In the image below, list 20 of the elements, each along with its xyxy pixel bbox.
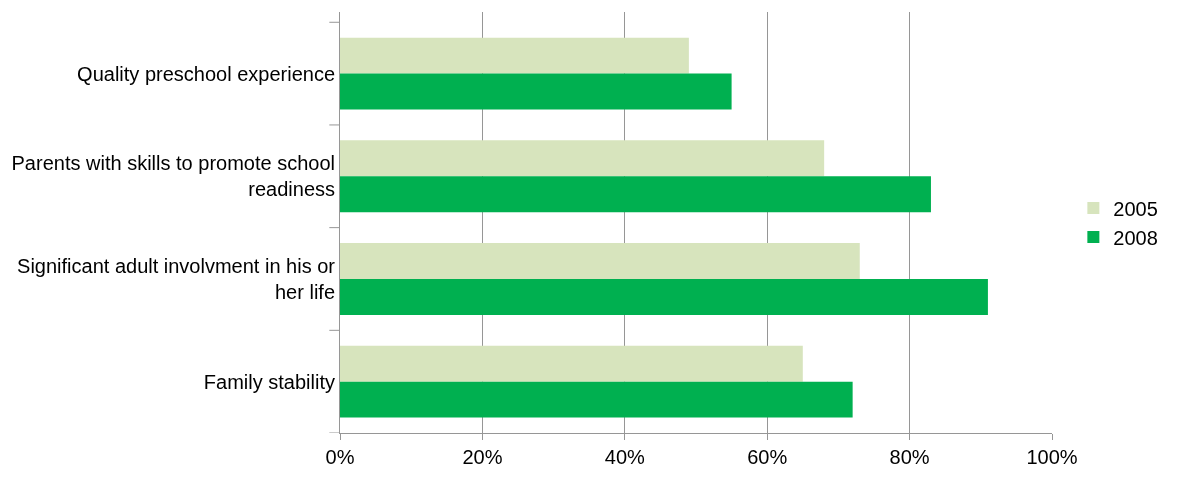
bar (340, 73, 732, 110)
bar (340, 381, 853, 418)
bar (340, 37, 689, 74)
y-tick-label: Quality preschool experience (77, 62, 335, 85)
x-tick-label: 0% (325, 446, 355, 468)
bar (340, 140, 825, 177)
legend-label: 2008 (1113, 226, 1158, 249)
bar (340, 345, 803, 382)
bar (340, 176, 931, 213)
x-tick-label: 60% (747, 446, 788, 468)
x-tick-label: 40% (604, 446, 646, 468)
bar (340, 278, 988, 315)
x-tick-label: 80% (889, 446, 930, 468)
y-tick-label: Family stability (203, 370, 335, 393)
y-tick-label: Parents with skills to promote school readiness (11, 152, 335, 201)
legend-label: 2005 (1113, 197, 1158, 220)
x-tick-label: 100% (1026, 446, 1078, 468)
bar (340, 243, 860, 279)
y-tick-label: Significant adult involvment in his or her life (17, 254, 336, 303)
x-tick-label: 20% (462, 446, 503, 468)
